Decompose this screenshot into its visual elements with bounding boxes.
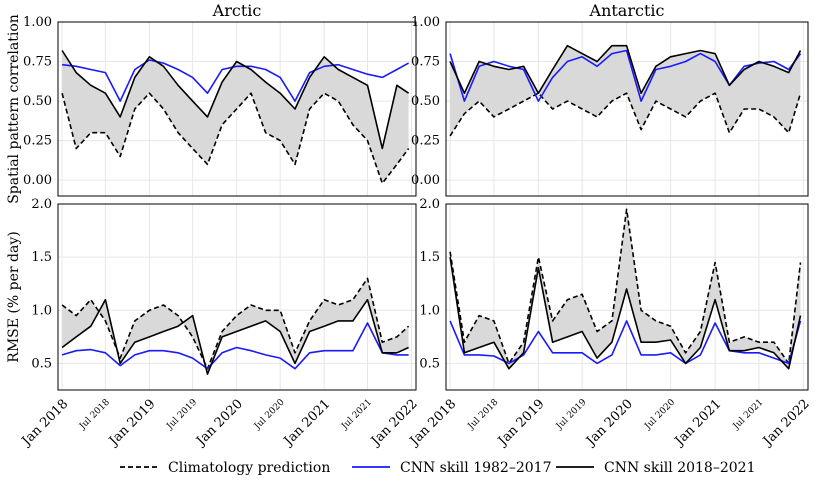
- x-tick-label: Jan 2021: [671, 397, 724, 450]
- x-tick-label: Jan 2021: [280, 397, 333, 450]
- x-tick-label: Jan 2020: [582, 397, 635, 450]
- x-tick-label: Jan 2019: [494, 397, 547, 450]
- panel-title: Arctic: [212, 1, 262, 20]
- skill-gap-area: [450, 45, 801, 136]
- y-tick-label: 1.00: [23, 15, 52, 30]
- x-tick-label: Jul 2019: [165, 397, 200, 432]
- series-line-2: [449, 49, 802, 102]
- series-line-2: [61, 322, 409, 370]
- y-tick-label: 0.00: [411, 173, 440, 188]
- panel-title: Antarctic: [589, 1, 665, 20]
- x-tick-label: Jan 2022: [759, 397, 812, 450]
- y-tick-label: 1.0: [31, 303, 52, 318]
- y-tick-label: 0.25: [411, 134, 440, 149]
- y-tick-label: 0.25: [23, 134, 52, 149]
- legend-label-3: CNN skill 2018–2021: [604, 460, 755, 476]
- series-line-3: [449, 44, 802, 94]
- y-tick-label: 1.00: [411, 15, 440, 30]
- plot-frame: [445, 203, 809, 391]
- series-line-1: [61, 277, 410, 370]
- x-tick-label: Jul 2020: [252, 397, 287, 432]
- series-line-1: [61, 92, 410, 185]
- y-tick-label: 0.50: [23, 94, 52, 109]
- x-tick-label: Jul 2020: [643, 397, 678, 432]
- legend-label-2: CNN skill 1982–2017: [400, 460, 551, 476]
- x-tick-label: Jan 2019: [105, 397, 158, 450]
- plot-frame: [445, 21, 809, 197]
- y-tick-label: 0.5: [419, 356, 440, 371]
- legend: Climatology prediction CNN skill 1982–201…: [120, 460, 755, 476]
- x-tick-label: Jul 2018: [77, 397, 112, 432]
- y-tick-label: 1.0: [419, 303, 440, 318]
- x-tick-label: Jul 2021: [731, 398, 766, 433]
- x-tick-label: Jul 2021: [339, 398, 374, 433]
- y-tick-label: 0.5: [31, 356, 52, 371]
- skill-gap-area: [450, 209, 801, 369]
- skill-gap-area: [62, 278, 409, 375]
- y-tick-label: 1.5: [419, 250, 440, 265]
- y-axis-label: RMSE (% per day): [6, 231, 22, 362]
- y-tick-label: 2.0: [31, 197, 52, 212]
- legend-label-1: Climatology prediction: [168, 460, 330, 476]
- series-line-1: [449, 208, 802, 365]
- panel-1: 0.00 0.25 0.50 0.75 1.00 Arctic Spatial patter…: [6, 1, 417, 204]
- plot-frame: [57, 21, 417, 197]
- plot-frame: [57, 203, 417, 391]
- panel-2: 0.00 0.25 0.50 0.75 1.00 Antarctic: [411, 1, 809, 197]
- x-tick-label: Jan 2018: [18, 397, 71, 450]
- y-tick-label: 1.5: [31, 250, 52, 265]
- series-line-3: [61, 298, 409, 375]
- y-tick-label: 0.50: [411, 94, 440, 109]
- x-tick-label: Jul 2018: [466, 397, 501, 432]
- series-line-2: [62, 59, 409, 102]
- x-tick-label: Jul 2019: [554, 397, 589, 432]
- y-tick-label: 2.0: [419, 197, 440, 212]
- skill-gap-area: [62, 50, 409, 184]
- y-axis-label: Spatial pattern correlation: [6, 14, 22, 204]
- series-line-2: [449, 320, 802, 365]
- series-line-1: [449, 92, 802, 137]
- y-tick-label: 0.00: [23, 173, 52, 188]
- x-tick-label: Jan 2020: [192, 397, 245, 450]
- y-tick-label: 0.75: [23, 55, 52, 70]
- series-line-3: [61, 50, 410, 150]
- y-tick-label: 0.75: [411, 55, 440, 70]
- series-line-3: [449, 256, 802, 370]
